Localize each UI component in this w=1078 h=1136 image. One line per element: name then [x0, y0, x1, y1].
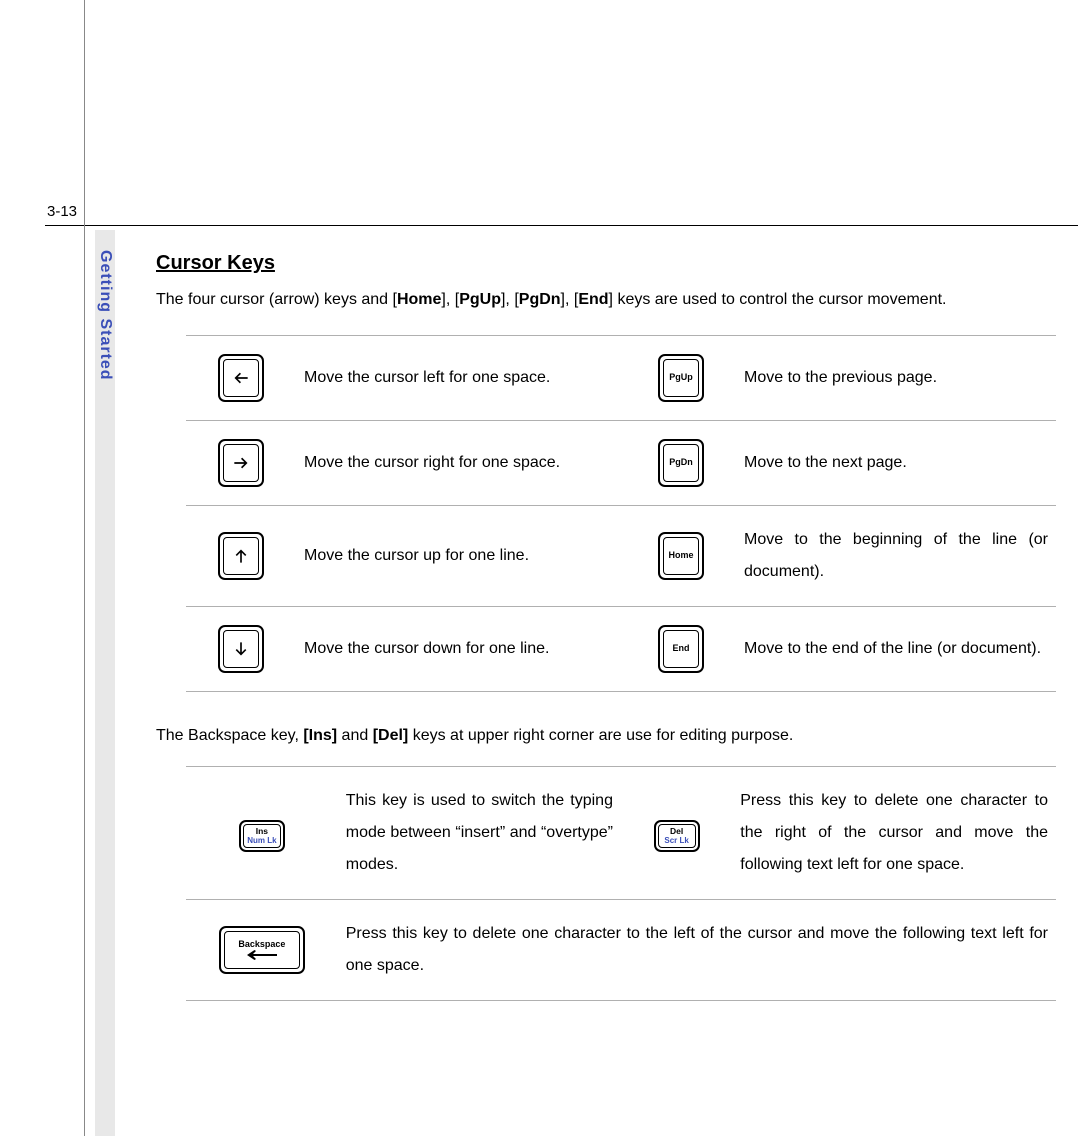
key-cell: Home — [626, 505, 736, 606]
table-row: Move the cursor right for one space. PgD… — [186, 420, 1056, 505]
end-key-icon: End — [658, 625, 704, 673]
pgdn-key-icon: PgDn — [658, 439, 704, 487]
home-key-icon: Home — [658, 532, 704, 580]
editing-intro: The Backspace key, [Ins] and [Del] keys … — [156, 720, 1078, 752]
cursor-keys-table: Move the cursor left for one space. PgUp… — [186, 335, 1056, 692]
key-cell — [186, 505, 296, 606]
key-cell: PgUp — [626, 335, 736, 420]
key-desc: Move the cursor right for one space. — [296, 420, 626, 505]
del-key-icon: Del Scr Lk — [654, 820, 700, 852]
key-cell: PgDn — [626, 420, 736, 505]
del-key-sub: Scr Lk — [664, 836, 688, 846]
key-cell — [186, 606, 296, 691]
vertical-margin-rule — [84, 0, 85, 1136]
table-row: Ins Num Lk This key is used to switch th… — [186, 766, 1056, 899]
table-row: Move the cursor down for one line. End M… — [186, 606, 1056, 691]
editing-keys-table: Ins Num Lk This key is used to switch th… — [186, 766, 1056, 1001]
sidebar-label: Getting Started — [96, 250, 114, 381]
table-row: Move the cursor up for one line. Home Mo… — [186, 505, 1056, 606]
intro-paragraph: The four cursor (arrow) keys and [Home],… — [156, 283, 1078, 317]
key-desc: Press this key to delete one character t… — [338, 899, 1056, 1000]
key-desc: Move to the next page. — [736, 420, 1056, 505]
table-row: Move the cursor left for one space. PgUp… — [186, 335, 1056, 420]
key-cell: Del Scr Lk — [621, 766, 732, 899]
section-title: Cursor Keys — [156, 252, 1078, 275]
ins-key-sub: Num Lk — [247, 836, 276, 846]
up-arrow-key-icon — [218, 532, 264, 580]
table-row: Backspace Press this key to delete one c… — [186, 899, 1056, 1000]
key-desc: Move the cursor up for one line. — [296, 505, 626, 606]
key-desc: Move to the previous page. — [736, 335, 1056, 420]
key-desc: Move the cursor down for one line. — [296, 606, 626, 691]
key-cell: End — [626, 606, 736, 691]
down-arrow-key-icon — [218, 625, 264, 673]
backspace-key-label: Backspace — [238, 939, 285, 950]
main-content: Cursor Keys The four cursor (arrow) keys… — [156, 252, 1078, 1001]
key-cell: Backspace — [186, 899, 338, 1000]
right-arrow-key-icon — [218, 439, 264, 487]
header-rule — [45, 225, 1078, 226]
page-number: 3-13 — [47, 203, 77, 220]
key-desc: Move the cursor left for one space. — [296, 335, 626, 420]
key-desc: This key is used to switch the typing mo… — [338, 766, 621, 899]
backspace-key-icon: Backspace — [219, 926, 305, 974]
left-arrow-key-icon — [218, 354, 264, 402]
key-cell: Ins Num Lk — [186, 766, 338, 899]
ins-key-top: Ins — [256, 826, 268, 836]
key-desc: Press this key to delete one character t… — [732, 766, 1056, 899]
pgup-key-icon: PgUp — [658, 354, 704, 402]
key-cell — [186, 420, 296, 505]
key-cell — [186, 335, 296, 420]
key-desc: Move to the beginning of the line (or do… — [736, 505, 1056, 606]
ins-key-icon: Ins Num Lk — [239, 820, 285, 852]
key-desc: Move to the end of the line (or document… — [736, 606, 1056, 691]
del-key-top: Del — [670, 826, 683, 836]
